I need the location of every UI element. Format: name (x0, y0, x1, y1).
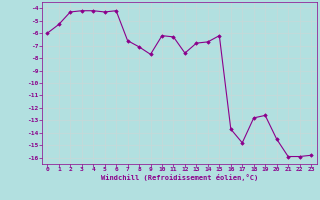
X-axis label: Windchill (Refroidissement éolien,°C): Windchill (Refroidissement éolien,°C) (100, 174, 258, 181)
